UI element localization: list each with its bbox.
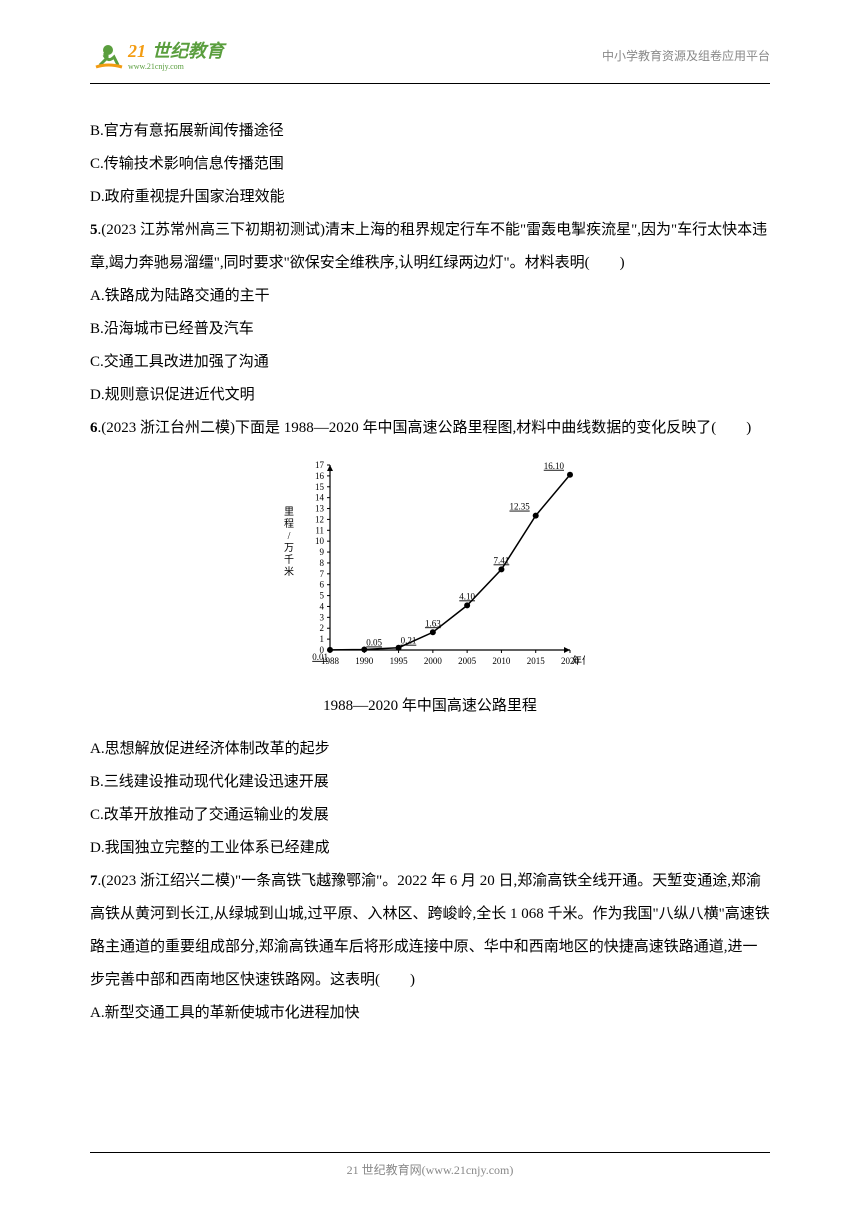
q5-option-c: C.交通工具改进加强了沟通 [90, 346, 770, 379]
q6-source: .(2023 浙江台州二模)下面是 1988—2020 年中国高速公路里程图,材… [98, 420, 752, 436]
q4-option-d: D.政府重视提升国家治理效能 [90, 181, 770, 214]
q7-option-a: A.新型交通工具的革新使城市化进程加快 [90, 997, 770, 1030]
svg-text:21: 21 [127, 41, 146, 61]
svg-text:4: 4 [320, 601, 325, 611]
svg-text:www.21cnjy.com: www.21cnjy.com [128, 62, 185, 71]
svg-text:15: 15 [315, 482, 325, 492]
q7-source: .(2023 浙江绍兴二模)"一条高铁飞越豫鄂渝"。2022 年 6 月 20 … [90, 873, 770, 988]
q5-source: .(2023 江苏常州高三下初期初测试)清末上海的租界规定行车不能"雷轰电掣疾流… [90, 222, 767, 271]
q7-num: 7 [90, 873, 98, 889]
svg-text:5: 5 [320, 591, 325, 601]
svg-text:9: 9 [320, 547, 325, 557]
svg-text:12.35: 12.35 [509, 502, 530, 512]
q5-option-a: A.铁路成为陆路交通的主干 [90, 280, 770, 313]
q5-num: 5 [90, 222, 98, 238]
svg-text:14: 14 [315, 493, 325, 503]
svg-text:程: 程 [284, 518, 294, 530]
svg-text:16.10: 16.10 [544, 461, 565, 471]
svg-text:2000: 2000 [424, 656, 443, 666]
logo-icon: 21 世纪教育 www.21cnjy.com [90, 35, 240, 75]
q5-text: 5.(2023 江苏常州高三下初期初测试)清末上海的租界规定行车不能"雷轰电掣疾… [90, 214, 770, 280]
svg-text:2010: 2010 [492, 656, 511, 666]
q4-option-c: C.传输技术影响信息传播范围 [90, 148, 770, 181]
svg-text:7: 7 [320, 569, 325, 579]
svg-text:里: 里 [284, 506, 294, 518]
q6-option-b: B.三线建设推动现代化建设迅速开展 [90, 766, 770, 799]
chart-caption: 1988—2020 年中国高速公路里程 [90, 690, 770, 723]
svg-text:2: 2 [320, 623, 325, 633]
q6-option-c: C.改革开放推动了交通运输业的发展 [90, 799, 770, 832]
q6-text: 6.(2023 浙江台州二模)下面是 1988—2020 年中国高速公路里程图,… [90, 412, 770, 445]
svg-text:7.41: 7.41 [494, 555, 510, 565]
svg-text:17: 17 [315, 460, 325, 470]
page-header: 21 世纪教育 www.21cnjy.com 中小学教育资源及组卷应用平台 [90, 35, 770, 84]
q4-option-b: B.官方有意拓展新闻传播途径 [90, 115, 770, 148]
svg-text:16: 16 [315, 471, 325, 481]
svg-text:千: 千 [284, 554, 294, 566]
highway-chart: 0123456789101112131415161719881990199520… [275, 455, 585, 675]
q7-text: 7.(2023 浙江绍兴二模)"一条高铁飞越豫鄂渝"。2022 年 6 月 20… [90, 865, 770, 997]
svg-text:0.05: 0.05 [366, 637, 382, 647]
svg-text:0.01: 0.01 [312, 652, 328, 662]
svg-text:世纪教育: 世纪教育 [152, 41, 227, 61]
svg-text:2005: 2005 [458, 656, 477, 666]
document-content: B.官方有意拓展新闻传播途径 C.传输技术影响信息传播范围 D.政府重视提升国家… [90, 115, 770, 1030]
svg-text:6: 6 [320, 580, 325, 590]
page-footer: 21 世纪教育网(www.21cnjy.com) [90, 1152, 770, 1178]
svg-text:/: / [288, 531, 291, 542]
q5-option-d: D.规则意识促进近代文明 [90, 379, 770, 412]
svg-text:年份: 年份 [572, 654, 585, 667]
svg-text:2015: 2015 [527, 656, 546, 666]
q6-num: 6 [90, 420, 98, 436]
svg-text:3: 3 [320, 612, 325, 622]
header-subtitle: 中小学教育资源及组卷应用平台 [602, 47, 770, 64]
svg-text:1.63: 1.63 [425, 618, 441, 628]
svg-text:1990: 1990 [355, 656, 374, 666]
svg-text:万: 万 [284, 543, 294, 554]
svg-text:11: 11 [315, 525, 324, 535]
svg-text:1995: 1995 [390, 656, 409, 666]
svg-text:1: 1 [320, 634, 325, 644]
svg-text:4.10: 4.10 [459, 591, 475, 601]
q6-option-a: A.思想解放促进经济体制改革的起步 [90, 733, 770, 766]
q5-option-b: B.沿海城市已经普及汽车 [90, 313, 770, 346]
svg-text:米: 米 [284, 565, 294, 578]
svg-text:10: 10 [315, 536, 325, 546]
svg-text:8: 8 [320, 558, 325, 568]
svg-text:0.21: 0.21 [401, 636, 417, 646]
svg-text:12: 12 [315, 514, 324, 524]
chart-container: 0123456789101112131415161719881990199520… [90, 455, 770, 723]
q6-option-d: D.我国独立完整的工业体系已经建成 [90, 832, 770, 865]
svg-text:13: 13 [315, 504, 325, 514]
logo: 21 世纪教育 www.21cnjy.com [90, 35, 240, 75]
